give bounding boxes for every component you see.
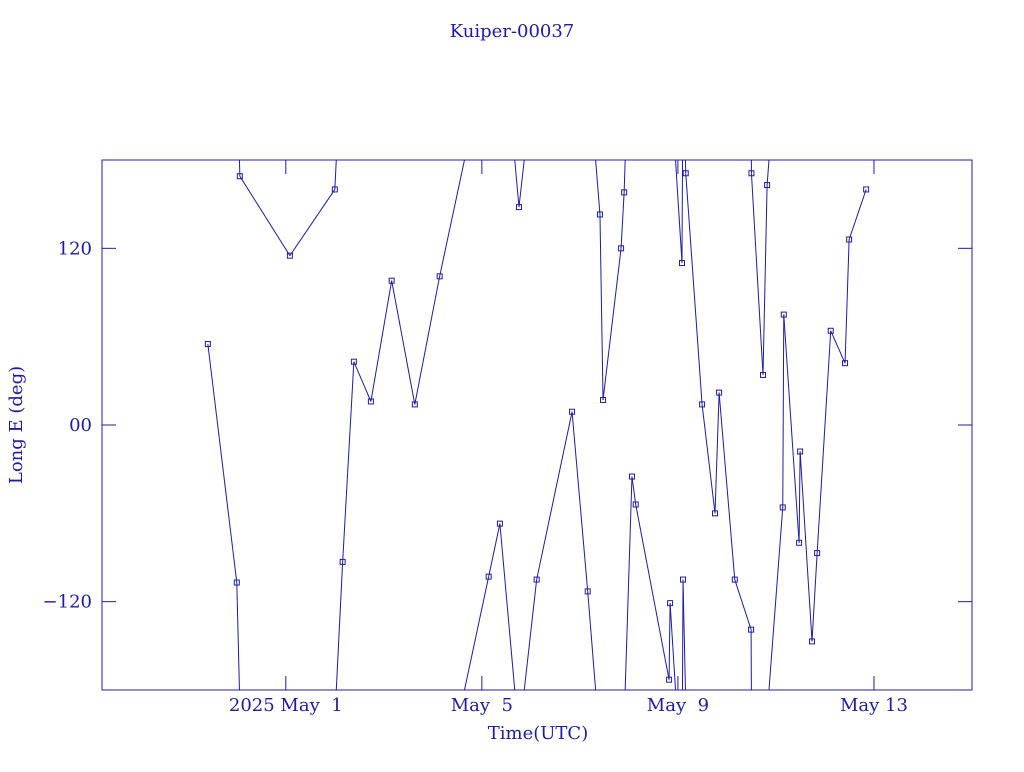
line-segment xyxy=(831,331,845,363)
line-segment xyxy=(783,315,784,508)
x-tick-label: May 5 xyxy=(451,695,513,716)
line-segment xyxy=(621,192,624,248)
line-segment xyxy=(632,477,636,505)
line-segment xyxy=(812,553,817,641)
line-segment xyxy=(817,331,831,553)
line-segment xyxy=(799,452,800,543)
line-segment xyxy=(392,281,415,405)
line-segment xyxy=(440,160,465,276)
line-segment xyxy=(336,562,342,690)
line-segment xyxy=(371,281,392,402)
line-segment xyxy=(464,577,488,690)
line-segment xyxy=(800,452,812,642)
line-segment xyxy=(849,189,866,239)
line-segment xyxy=(415,276,440,404)
line-segment xyxy=(519,160,524,207)
line-segment xyxy=(335,160,336,189)
line-segment xyxy=(515,160,519,207)
line-segment xyxy=(686,173,702,404)
line-segment xyxy=(537,412,572,580)
line-segment xyxy=(290,189,335,255)
line-segment xyxy=(624,160,625,192)
line-segment xyxy=(669,603,670,680)
line-segment xyxy=(715,393,719,514)
line-segment xyxy=(596,160,600,214)
line-segment xyxy=(769,507,783,690)
line-segment xyxy=(603,248,621,400)
line-segment xyxy=(625,477,632,690)
line-segment xyxy=(240,176,290,256)
chart-title: Kuiper-00037 xyxy=(450,21,575,42)
line-segment xyxy=(600,214,603,400)
line-segment xyxy=(751,173,763,375)
x-axis-label: Time(UTC) xyxy=(488,723,588,744)
line-segment xyxy=(763,185,767,375)
line-segment xyxy=(636,505,669,680)
line-segment xyxy=(702,404,715,513)
line-segment xyxy=(845,240,849,364)
x-tick-label: May 13 xyxy=(840,695,908,716)
line-segment xyxy=(676,160,682,263)
line-segment xyxy=(719,393,735,580)
line-segment xyxy=(208,344,237,583)
line-segment xyxy=(343,362,354,562)
line-segment xyxy=(500,524,515,690)
plot-frame xyxy=(102,160,972,690)
line-segment xyxy=(354,362,371,402)
line-segment xyxy=(588,591,596,690)
line-segment xyxy=(784,315,799,543)
line-segment xyxy=(767,160,769,185)
y-tick-label: 00 xyxy=(69,415,92,436)
x-tick-label: 2025 May 1 xyxy=(229,695,343,716)
line-segment xyxy=(572,412,588,592)
line-segment xyxy=(524,580,536,690)
y-tick-label: −120 xyxy=(43,592,92,613)
line-segment xyxy=(735,580,751,630)
line-segment xyxy=(489,524,500,577)
line-segment xyxy=(237,583,240,690)
x-tick-label: May 9 xyxy=(647,695,709,716)
line-segment xyxy=(683,580,685,690)
y-axis-label: Long E (deg) xyxy=(6,366,27,484)
y-tick-label: 120 xyxy=(58,238,92,259)
